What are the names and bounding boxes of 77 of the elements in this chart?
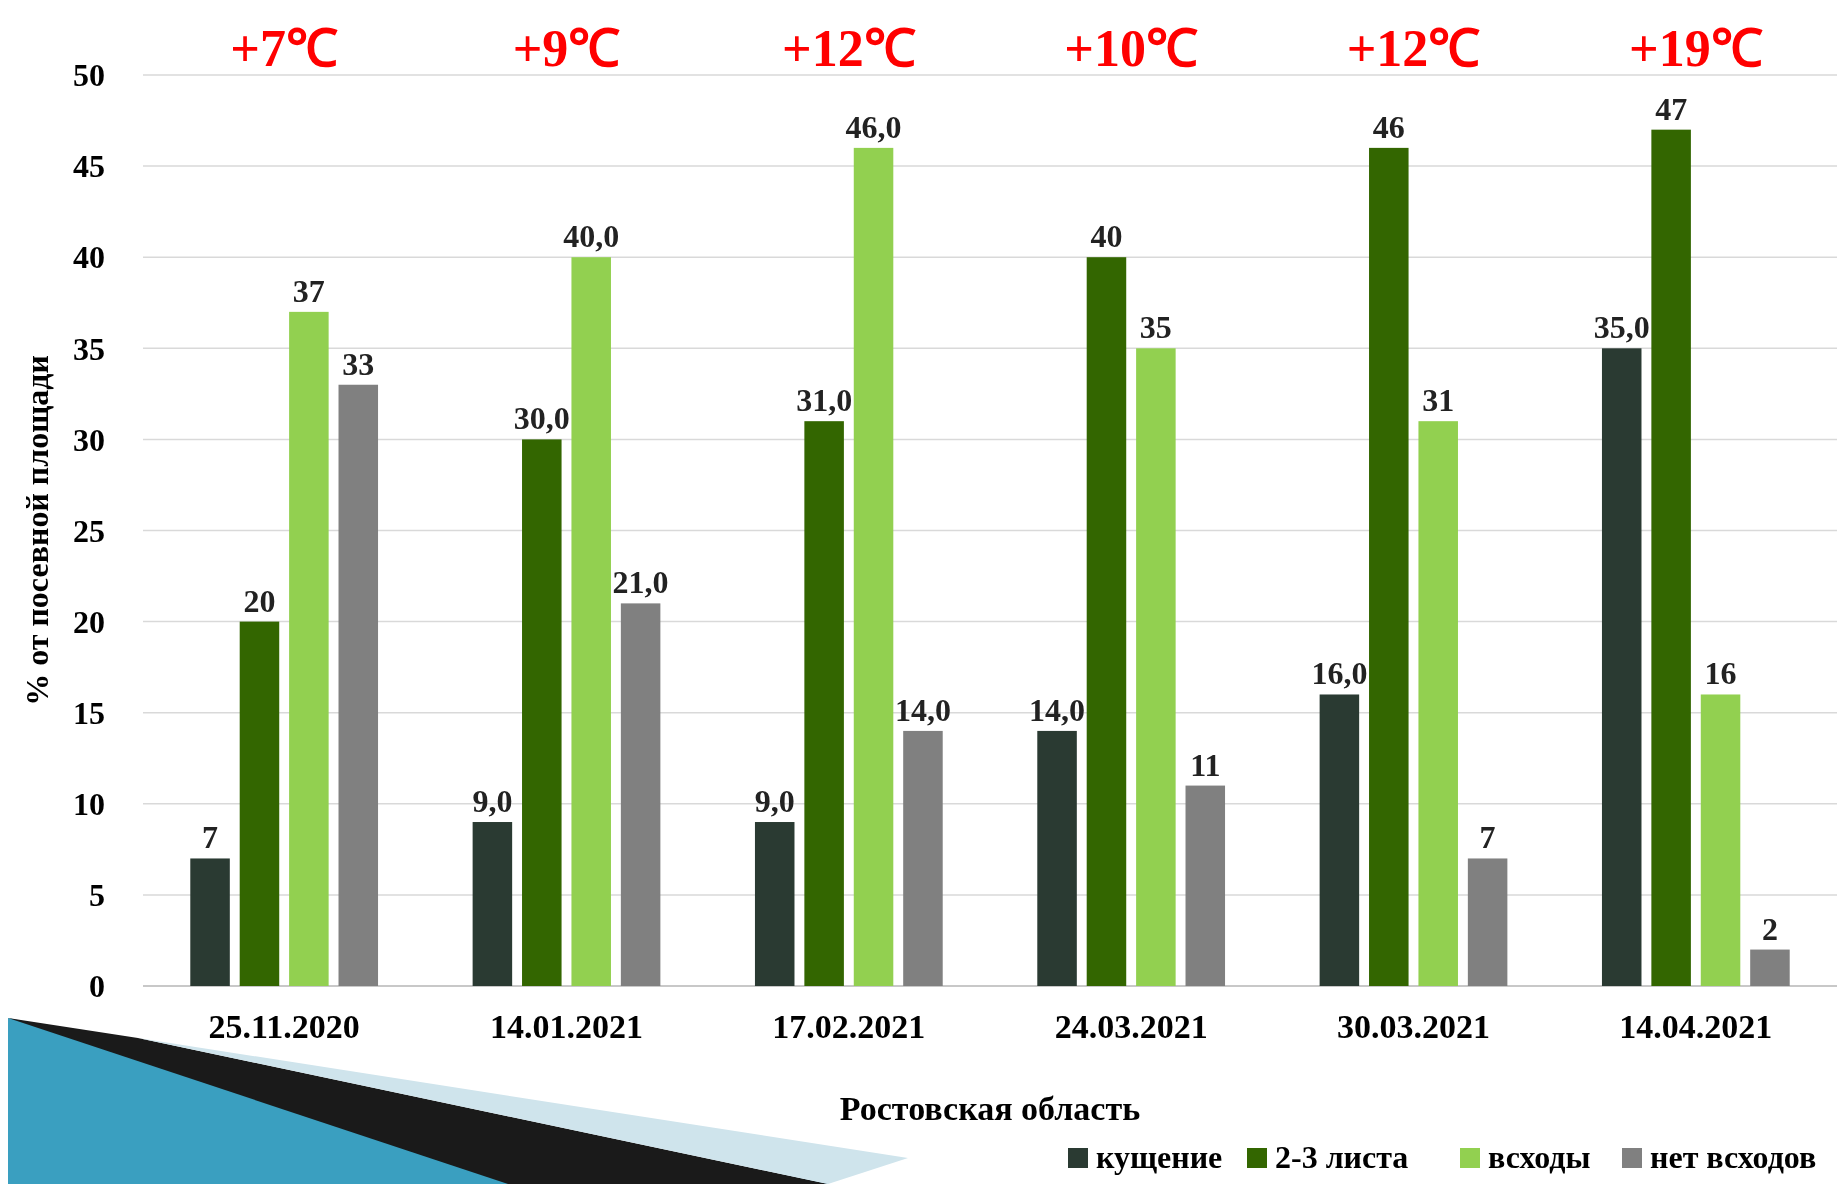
bar (1418, 421, 1458, 986)
x-tick-label: 30.03.2021 (1337, 1008, 1490, 1045)
data-label: 47 (1655, 90, 1688, 127)
bar (190, 858, 230, 986)
bar (1601, 348, 1642, 986)
data-label: 35 (1139, 309, 1172, 346)
bar (853, 147, 894, 986)
bar (1750, 949, 1790, 986)
y-axis-title: % от посевной площади (19, 355, 55, 706)
legend-label: 2-3 листа (1275, 1139, 1409, 1175)
y-tick-label: 15 (73, 694, 105, 731)
y-tick-label: 25 (73, 512, 105, 549)
data-label: 31,0 (796, 382, 853, 419)
data-label: 31 (1422, 382, 1455, 419)
data-label: 33 (342, 345, 375, 382)
x-axis-title: Ростовская область (839, 1090, 1141, 1127)
legend-label: кущение (1096, 1139, 1223, 1175)
data-label: 7 (1479, 819, 1496, 856)
annotation: +19℃ (1629, 20, 1763, 77)
x-tick-label: 14.04.2021 (1619, 1008, 1773, 1045)
y-tick-label: 35 (73, 330, 105, 367)
bar (1700, 694, 1741, 986)
x-tick-label: 24.03.2021 (1054, 1008, 1208, 1045)
bar (754, 822, 795, 986)
annotation: +7℃ (230, 20, 338, 77)
data-label: 40,0 (563, 218, 620, 255)
annotation: +9℃ (512, 20, 621, 77)
y-tick-label: 45 (73, 148, 105, 185)
data-label: 9,0 (472, 783, 513, 820)
bar (571, 257, 611, 986)
bar (338, 384, 379, 986)
y-tick-label: 50 (73, 57, 105, 94)
data-label: 20 (243, 582, 276, 619)
data-label: 9,0 (754, 783, 795, 820)
bar (1136, 348, 1176, 986)
annotation: +12℃ (782, 20, 916, 77)
annotation: +10℃ (1064, 20, 1198, 77)
bar (804, 421, 844, 986)
x-tick-label: 17.02.2021 (772, 1008, 926, 1045)
annotation: +12℃ (1346, 20, 1481, 77)
y-tick-label: 40 (73, 239, 105, 276)
legend-label: всходы (1488, 1139, 1591, 1175)
bar (522, 439, 562, 986)
y-tick-label: 5 (89, 877, 105, 914)
data-label: 46,0 (845, 108, 902, 145)
x-tick-label: 14.01.2021 (490, 1008, 643, 1045)
bar (239, 621, 280, 986)
bar (1037, 730, 1077, 986)
data-label: 16,0 (1311, 655, 1368, 692)
y-tick-label: 20 (73, 603, 105, 640)
y-tick-label: 30 (73, 421, 105, 458)
data-label: 30,0 (513, 400, 570, 437)
bar (1369, 147, 1409, 986)
legend-label: нет всходов (1650, 1139, 1817, 1175)
data-label: 46 (1372, 108, 1405, 145)
y-tick-label: 0 (89, 968, 105, 1005)
bar (1651, 129, 1691, 986)
bar (472, 822, 513, 986)
data-label: 37 (292, 272, 325, 309)
data-label: 40 (1090, 218, 1123, 255)
bar (1319, 694, 1360, 986)
bar (620, 603, 661, 986)
data-label: 11 (1190, 746, 1221, 783)
y-tick-label: 10 (73, 786, 105, 822)
data-label: 16 (1704, 655, 1737, 692)
bar (903, 730, 943, 986)
data-label: 7 (202, 819, 219, 856)
data-label: 35,0 (1593, 309, 1650, 346)
x-tick-label: 25.11.2020 (208, 1008, 360, 1045)
data-label: 21,0 (612, 564, 669, 601)
data-label: 14,0 (1029, 691, 1086, 728)
bar (1086, 257, 1127, 986)
bar (1185, 785, 1226, 986)
bar (1467, 858, 1508, 986)
data-label: 2 (1761, 910, 1778, 947)
data-label: 14,0 (894, 691, 951, 728)
bar (289, 311, 329, 986)
